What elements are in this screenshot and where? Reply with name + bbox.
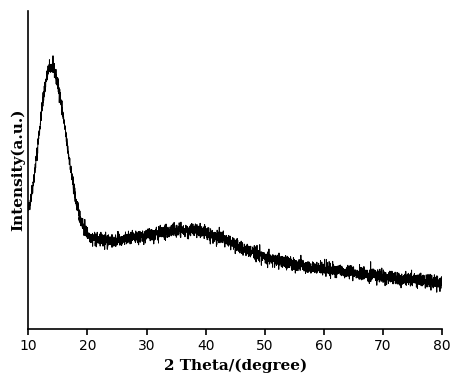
X-axis label: 2 Theta/(degree): 2 Theta/(degree) <box>164 359 307 373</box>
Y-axis label: Intensity(a.u.): Intensity(a.u.) <box>11 109 25 231</box>
